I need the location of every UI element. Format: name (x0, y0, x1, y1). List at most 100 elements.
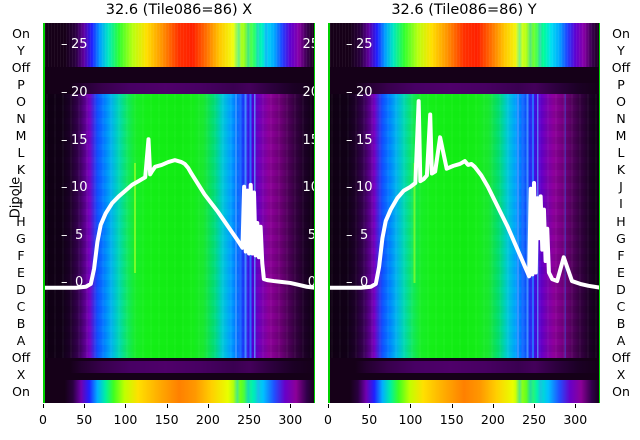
dipole-label-right-20: X (616, 366, 626, 382)
inner-ytick-dash-5-x: – (61, 228, 68, 243)
x-tick-mark-1 (369, 404, 371, 408)
dipole-label-right-10: I (619, 196, 623, 212)
x-tick-label-2: 100 (398, 412, 423, 427)
inner-ytick-10-y: 10 (356, 180, 373, 195)
dipole-label-right-15: D (616, 281, 626, 297)
inner-ytick-dash-20-y: – (346, 85, 353, 100)
heatmap-band-top-y (328, 23, 600, 67)
x-tick-mark-6 (290, 404, 292, 408)
inner-ytick-dash-5-y: – (346, 228, 353, 243)
dipole-label-left-17: B (16, 315, 26, 331)
spectrum-curve-x (43, 137, 315, 290)
heatmap-faint-row-bottom-x (43, 361, 315, 373)
x-tick-mark-2 (410, 404, 412, 408)
heatmap-faint-row-top-x (43, 83, 315, 94)
x-tick-mark-5 (249, 404, 251, 408)
heatmap-streaks-bottom-x (43, 380, 315, 403)
inner-ytick-dash-20-x: – (61, 85, 68, 100)
x-tick-label-0: 0 (324, 412, 332, 427)
x-tick-mark-0 (43, 404, 44, 408)
heatmap-panel-x[interactable]: 25 20 15 10 5 0 – – – – – – 25 20 15 10 … (43, 23, 315, 403)
panel-title-y: 32.6 (Tile086=86) Y (391, 2, 537, 18)
dipole-label-left-7: L (17, 145, 25, 161)
dipole-label-left-11: H (16, 213, 26, 229)
x-tick-mark-4 (207, 404, 209, 408)
x-tick-label-4: 200 (480, 412, 505, 427)
dipole-label-left-12: G (16, 230, 26, 246)
inner-ytick-5-x: 5 (75, 228, 84, 243)
dipole-label-right-1: Y (617, 43, 625, 59)
dipole-label-left-1: Y (17, 43, 25, 59)
panel-edge-left-y (328, 23, 330, 403)
heatmap-band-bottom-x (43, 380, 315, 403)
inner-ytick-dash-10-x: – (61, 180, 68, 195)
spectrum-polyline-x (43, 137, 315, 290)
inner-ytick-0-x: 0 (75, 275, 84, 290)
x-tick-mark-6 (575, 404, 577, 408)
dipole-label-right-7: L (617, 145, 625, 161)
inner-ytick-dash-25-x: – (61, 37, 68, 52)
x-tick-label-3: 150 (154, 412, 179, 427)
dipole-label-right-14: E (617, 264, 625, 280)
dipole-label-left-16: C (16, 298, 26, 314)
inner-ytick-right-10-x: 10 (302, 180, 315, 195)
dipole-label-right-9: J (619, 179, 623, 195)
dipole-label-left-4: O (16, 94, 26, 110)
x-tick-mark-2 (125, 404, 127, 408)
inner-ytick-dash-15-y: – (346, 133, 353, 148)
dipole-label-left-5: N (16, 111, 26, 127)
dipole-label-right-21: On (612, 384, 630, 399)
dipole-label-right-3: P (617, 77, 625, 93)
dipole-label-left-9: J (19, 179, 23, 195)
dipole-label-left-8: K (16, 162, 26, 178)
inner-ytick-5-y: 5 (360, 228, 369, 243)
x-tick-mark-0 (328, 404, 329, 408)
dipole-label-right-6: M (615, 128, 627, 144)
x-tick-mark-5 (534, 404, 536, 408)
inner-ytick-0-y: 0 (360, 275, 369, 290)
x-tick-label-3: 150 (439, 412, 464, 427)
panel-edge-right-y (598, 23, 600, 403)
heatmap-faint-row-top-y (328, 83, 600, 94)
heatmap-panel-y[interactable]: 25 20 15 10 5 0 – – – – – – (328, 23, 600, 403)
heatmap-streaks-top-y (328, 23, 600, 67)
dipole-label-right-11: H (616, 213, 626, 229)
panel-edge-right-x (313, 23, 315, 403)
dipole-label-right-16: C (616, 298, 626, 314)
inner-ytick-dash-15-x: – (61, 133, 68, 148)
dipole-label-left-6: M (15, 128, 27, 144)
dipole-label-left-19: Off (11, 349, 31, 365)
x-tick-label-5: 250 (522, 412, 546, 427)
dipole-label-left-0: On (12, 26, 30, 41)
x-tick-label-0: 0 (39, 412, 47, 427)
inner-ytick-dash-0-y: – (346, 275, 353, 290)
heatmap-streaks-bottom-y (328, 380, 600, 403)
dipole-label-right-4: O (616, 94, 626, 110)
x-tick-label-4: 200 (195, 412, 220, 427)
heatmap-faint-row-bottom-y (328, 361, 600, 373)
panel-title-x: 32.6 (Tile086=86) X (105, 2, 253, 18)
inner-ytick-25-x: 25 (71, 37, 88, 52)
dipole-label-left-10: I (19, 196, 23, 212)
inner-ytick-dash-0-x: – (61, 275, 68, 290)
dipole-label-right-8: K (616, 162, 626, 178)
dipole-label-left-14: E (17, 264, 25, 280)
dipole-label-right-5: N (616, 111, 626, 127)
x-tick-mark-4 (492, 404, 494, 408)
inner-ytick-10-x: 10 (71, 180, 88, 195)
inner-ytick-dash-10-y: – (346, 180, 353, 195)
heatmap-green-streak-x (43, 163, 315, 273)
x-tick-label-6: 300 (563, 412, 588, 427)
x-tick-label-2: 100 (113, 412, 138, 427)
dipole-label-left-20: X (16, 366, 26, 382)
inner-ytick-20-y: 20 (356, 85, 373, 100)
x-tick-mark-3 (451, 404, 453, 408)
dipole-label-right-17: B (616, 315, 626, 331)
x-tick-label-1: 50 (76, 412, 93, 427)
dipole-label-right-12: G (616, 230, 626, 246)
heatmap-band-bottom-y (328, 380, 600, 403)
heatmap-streaks-top-x (43, 23, 315, 67)
dipole-label-left-2: Off (11, 60, 31, 76)
dipole-label-left-18: A (16, 332, 26, 348)
